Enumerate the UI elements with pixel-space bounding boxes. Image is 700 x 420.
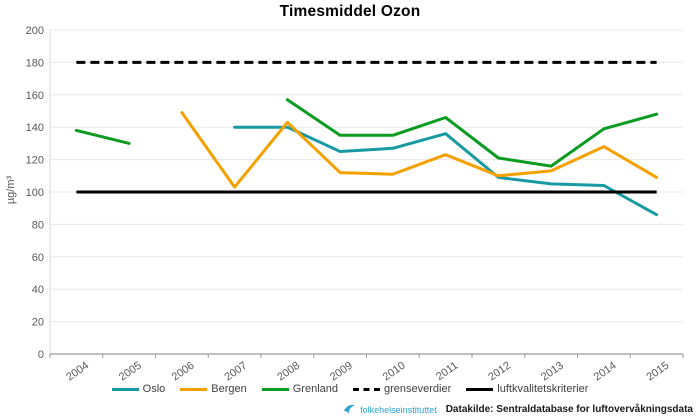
y-tick-label: 140 (26, 122, 44, 134)
x-tick-label: 2011 (434, 360, 460, 383)
legend-swatch-grenland (261, 387, 289, 391)
y-tick-label: 40 (32, 284, 44, 296)
y-tick-label: 100 (26, 187, 44, 199)
chart-footer: folkehelseinstituttet Datakilde: Sentral… (343, 403, 693, 416)
datasource-text: Datakilde: Sentraldatabase for luftoverv… (445, 404, 693, 415)
series-line-bergen (180, 111, 659, 189)
logo-text: folkehelseinstituttet (360, 404, 437, 415)
x-tick-label: 2004 (64, 360, 91, 384)
legend-item-grenland: Grenland (261, 383, 339, 395)
legend-item-oslo: Oslo (111, 383, 166, 395)
y-tick-label: 120 (26, 155, 44, 167)
x-tick-label: 2013 (539, 360, 566, 384)
y-tick-label: 80 (32, 219, 44, 231)
series-line-grenland (74, 98, 659, 168)
legend-label-bergen: Bergen (211, 383, 247, 395)
x-tick-label: 2008 (275, 360, 302, 384)
y-tick-label: 0 (38, 349, 44, 361)
y-tick-label: 20 (32, 317, 44, 329)
legend-item-luftkvalitetskriterier: luftkvalitetskriterier (466, 383, 588, 395)
legend-swatch-grenseverdier (353, 387, 381, 391)
chart-title: Timesmiddel Ozon (279, 3, 421, 20)
x-tick-label: 2007 (222, 360, 249, 384)
chart-legend: Oslo Bergen Grenland grenseverdier luftkvali… (0, 383, 700, 395)
y-tick-label: 200 (26, 25, 44, 37)
y-axis-title: µg/m³ (5, 175, 17, 204)
x-tick-label: 2005 (117, 360, 144, 384)
legend-swatch-oslo (111, 387, 139, 391)
series-line-oslo (233, 125, 659, 217)
legend-label-grenseverdier: grenseverdier (384, 383, 452, 395)
y-tick-label: 180 (26, 57, 44, 69)
legend-label-luftkvalitetskriterier: luftkvalitetskriterier (497, 383, 589, 395)
legend-swatch-luftkvalitetskriterier (466, 387, 494, 391)
x-tick-label: 2014 (592, 360, 619, 384)
legend-swatch-bergen (180, 387, 208, 391)
x-tick-label: 2009 (328, 360, 355, 384)
folkehelseinstituttet-logo-icon (344, 404, 356, 414)
x-tick-label: 2010 (381, 360, 408, 384)
legend-item-bergen: Bergen (180, 383, 247, 395)
y-tick-label: 160 (26, 90, 44, 102)
x-tick-label: 2006 (170, 360, 197, 384)
x-tick-label: 2012 (486, 360, 513, 384)
legend-label-grenland: Grenland (292, 383, 339, 395)
x-tick-label: 2015 (644, 360, 671, 384)
legend-item-grenseverdier: grenseverdier (353, 383, 451, 395)
y-tick-label: 60 (32, 252, 44, 264)
legend-label-oslo: Oslo (142, 383, 166, 395)
